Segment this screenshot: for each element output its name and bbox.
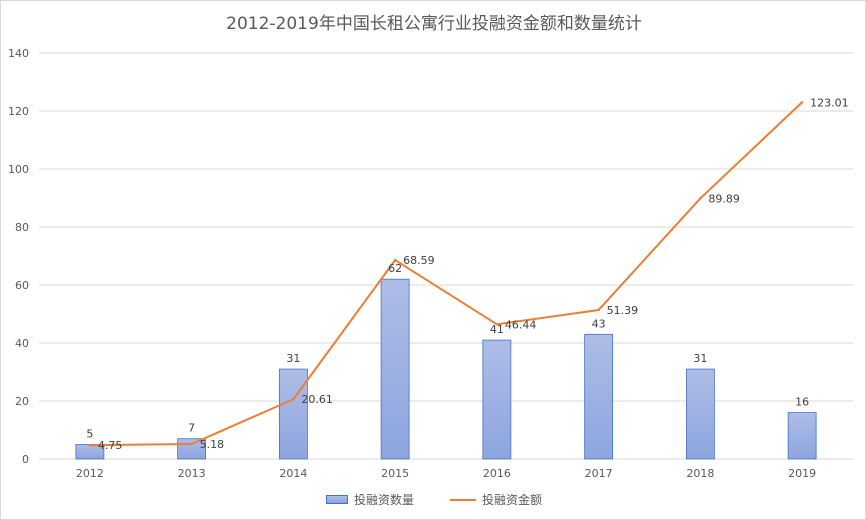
- x-tick-label: 2016: [483, 467, 511, 480]
- line-point: [190, 442, 193, 446]
- line-point: [88, 444, 92, 447]
- line-point: [292, 398, 295, 401]
- bar-data-label: 5: [86, 428, 93, 441]
- bar: [787, 412, 817, 460]
- x-tick-label: 2013: [178, 467, 206, 480]
- bar-data-label: 31: [693, 352, 707, 365]
- x-tick-label: 2012: [76, 467, 104, 480]
- y-tick-label: 100: [8, 163, 29, 176]
- line-data-label: 4.75: [98, 439, 123, 452]
- line-data-label: 46.44: [505, 318, 537, 331]
- line-point: [699, 197, 702, 200]
- line-point: [597, 308, 600, 312]
- bar: [584, 333, 614, 460]
- line-data-label: 123.01: [810, 96, 849, 109]
- y-tick-label: 20: [15, 395, 29, 408]
- x-tick-label: 2017: [585, 467, 613, 480]
- line-data-label: 89.89: [708, 192, 740, 205]
- bar-data-label: 62: [388, 262, 402, 275]
- bar: [380, 278, 410, 460]
- x-tick-label: 2015: [381, 467, 409, 480]
- line-data-label: 5.18: [200, 438, 225, 451]
- line-point: [393, 258, 397, 262]
- bar: [685, 368, 715, 460]
- line-point: [800, 101, 804, 104]
- line-point: [495, 323, 499, 326]
- y-tick-label: 140: [8, 47, 29, 60]
- y-tick-label: 40: [15, 337, 29, 350]
- bar: [482, 339, 512, 460]
- legend-item-count: 投融资数量: [325, 491, 414, 508]
- line-data-label: 51.39: [607, 304, 639, 317]
- bar-data-label: 41: [490, 323, 504, 336]
- line-data-label: 20.61: [301, 393, 333, 406]
- y-tick-label: 120: [8, 105, 29, 118]
- x-tick-label: 2019: [788, 467, 816, 480]
- y-tick-label: 0: [22, 453, 29, 466]
- bar-data-label: 43: [592, 317, 606, 330]
- chart-title: 2012-2019年中国长租公寓行业投融资金额和数量统计: [226, 14, 642, 34]
- bar-data-label: 16: [795, 396, 809, 409]
- legend-line-swatch: [450, 498, 476, 501]
- legend-label-amount: 投融资金额: [482, 493, 543, 507]
- bar-data-label: 31: [286, 352, 300, 365]
- legend-label-count: 投融资数量: [353, 493, 414, 507]
- bar-data-label: 7: [188, 422, 195, 435]
- x-tick-label: 2018: [686, 467, 714, 480]
- line-data-label: 68.59: [403, 254, 435, 267]
- legend-item-amount: 投融资金额: [450, 491, 542, 508]
- line-series-amount: [89, 101, 803, 447]
- y-tick-label: 60: [15, 279, 29, 292]
- bar: [278, 368, 308, 460]
- legend-bar-swatch: [325, 495, 348, 504]
- legend: 投融资数量 投融资金额: [1, 491, 865, 508]
- x-tick-label: 2014: [279, 467, 307, 480]
- y-tick-label: 80: [15, 221, 29, 234]
